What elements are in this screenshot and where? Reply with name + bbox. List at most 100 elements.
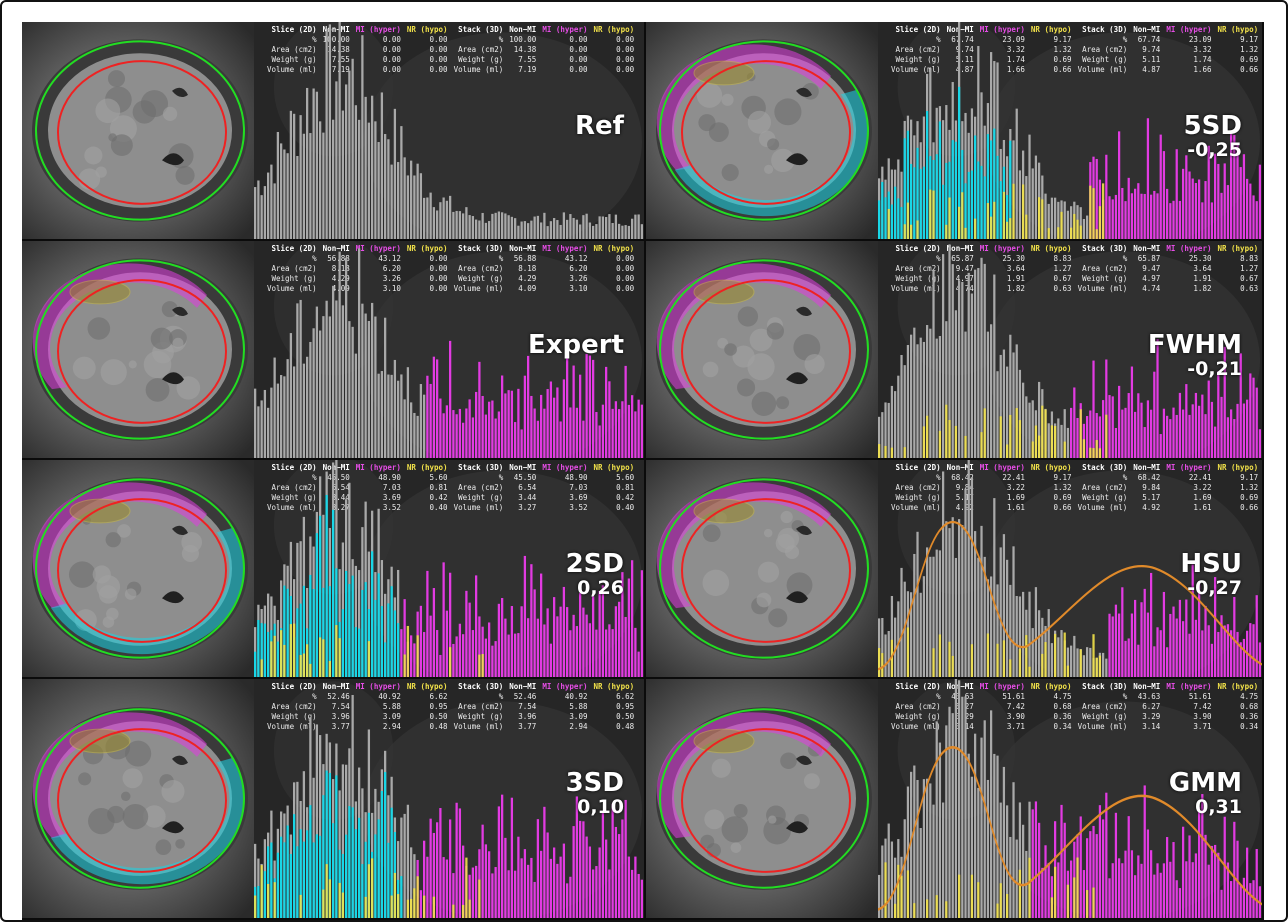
stat-value: 51.61 (1002, 692, 1025, 701)
hist-bar (257, 406, 260, 458)
stat-value: 3.29 (1142, 712, 1161, 721)
hist-bar (543, 624, 546, 677)
hist-bar (1166, 837, 1169, 918)
stat-value: 0.00 (569, 35, 588, 44)
stat-value: 14.38 (327, 45, 350, 54)
row-label: Weight (g) (458, 55, 504, 64)
hist-bar (1105, 154, 1108, 239)
hist-bar-cyan (315, 834, 319, 918)
hist-bar-nr (1054, 425, 1057, 458)
hist-bar (546, 832, 549, 918)
hist-bar (999, 802, 1002, 918)
stat-value: 3.71 (1193, 722, 1212, 731)
hist-bar-cyan (393, 610, 397, 677)
hist-bar (1079, 816, 1082, 918)
row-label: Volume (ml) (1077, 284, 1128, 293)
hist-bar (585, 836, 588, 918)
hist-bar-nr (1018, 869, 1022, 918)
hist-bar (439, 202, 442, 239)
hist-bar (1226, 185, 1230, 239)
hist-bar (1130, 366, 1134, 458)
stat-value: 1.82 (1193, 284, 1212, 293)
hist-bar (1185, 599, 1188, 677)
hist-bar-cyan (974, 135, 977, 239)
hist-bar (1204, 181, 1207, 239)
hist-bar (942, 471, 945, 677)
stat-value: 1.32 (1240, 483, 1259, 492)
header-nr: NR (hypo) (406, 682, 448, 691)
row-label: Volume (ml) (891, 65, 941, 74)
hist-bar (1230, 409, 1233, 458)
header-non-mi: Non−MI (322, 25, 350, 34)
header-nr: NR (hypo) (1217, 244, 1259, 253)
hist-bar (1204, 605, 1207, 677)
hist-bar-nr (283, 644, 286, 677)
hist-bar (497, 806, 501, 918)
hist-bar-nr (1086, 890, 1089, 918)
stat-value: 3.26 (382, 274, 401, 283)
hist-bar (517, 836, 520, 918)
hist-bar (572, 614, 575, 677)
hist-bar (1070, 645, 1073, 677)
hist-bar (1143, 785, 1146, 918)
hist-bar-cyan (894, 186, 897, 239)
hist-bar (445, 610, 449, 677)
header-mi: MI (hyper) (355, 244, 401, 253)
hist-bar (1249, 183, 1252, 239)
hist-bar-nr (1092, 887, 1095, 918)
hist-bar-nr (1063, 441, 1066, 458)
hist-bar (913, 553, 916, 677)
row-label: % (498, 473, 504, 482)
histogram (878, 244, 1262, 458)
hist-bar (491, 645, 494, 677)
row-label: Area (cm2) (458, 483, 504, 492)
hist-bar-nr (1063, 632, 1066, 677)
hist-bar (1143, 588, 1146, 677)
hist-bar (1092, 360, 1095, 458)
hist-bar (929, 783, 932, 918)
hist-bar (595, 224, 598, 239)
row-label: % (498, 254, 504, 263)
row-label: Volume (ml) (453, 65, 504, 74)
hist-bar (1118, 858, 1121, 918)
hist-bar-cyan (332, 509, 335, 677)
hist-bar-nr (890, 639, 894, 677)
header-slice: Slice (2D) (895, 244, 941, 253)
stat-value: 0.00 (569, 55, 588, 64)
hist-bar (410, 635, 413, 677)
hist-bar (1022, 824, 1025, 918)
stat-value: 9.74 (1142, 45, 1161, 54)
hist-bar (1191, 862, 1194, 918)
stat-value: 3.09 (569, 712, 588, 721)
hist-bar (1242, 638, 1246, 677)
stat-value: 1.69 (1006, 493, 1025, 502)
row-label: Volume (ml) (1077, 722, 1128, 731)
header-non-mi: Non−MI (509, 25, 537, 34)
stat-value: 4.75 (1053, 692, 1072, 701)
row-label: Weight (g) (271, 493, 317, 502)
hist-bar (611, 223, 614, 239)
hist-bar (556, 863, 559, 918)
stat-value: 0.36 (1240, 712, 1259, 721)
hist-bar (514, 422, 517, 458)
hist-bar (452, 211, 455, 239)
hist-bar-nr (926, 899, 929, 918)
hist-bar-nr (328, 879, 332, 918)
hist-bar (478, 220, 481, 239)
stat-value: 4.09 (518, 284, 537, 293)
hist-bar (1198, 807, 1201, 918)
hist-bar (1239, 353, 1242, 458)
stat-value: 100.00 (322, 35, 350, 44)
row-label: % (498, 692, 504, 701)
hist-bar-cyan (286, 825, 289, 918)
hist-bar (894, 617, 897, 677)
header-mi: MI (hyper) (542, 25, 588, 34)
hist-bar (293, 366, 296, 458)
histogram-panel: Slice (2D) Non−MI MI (hyper) NR (hypo) Stack… (878, 679, 1262, 918)
hist-bar (579, 374, 582, 458)
hist-bar (471, 417, 475, 458)
hist-bar (354, 565, 358, 677)
header-stack: Stack (3D) (458, 463, 504, 472)
hist-bar (267, 407, 270, 458)
hist-bar-nr (393, 872, 397, 918)
